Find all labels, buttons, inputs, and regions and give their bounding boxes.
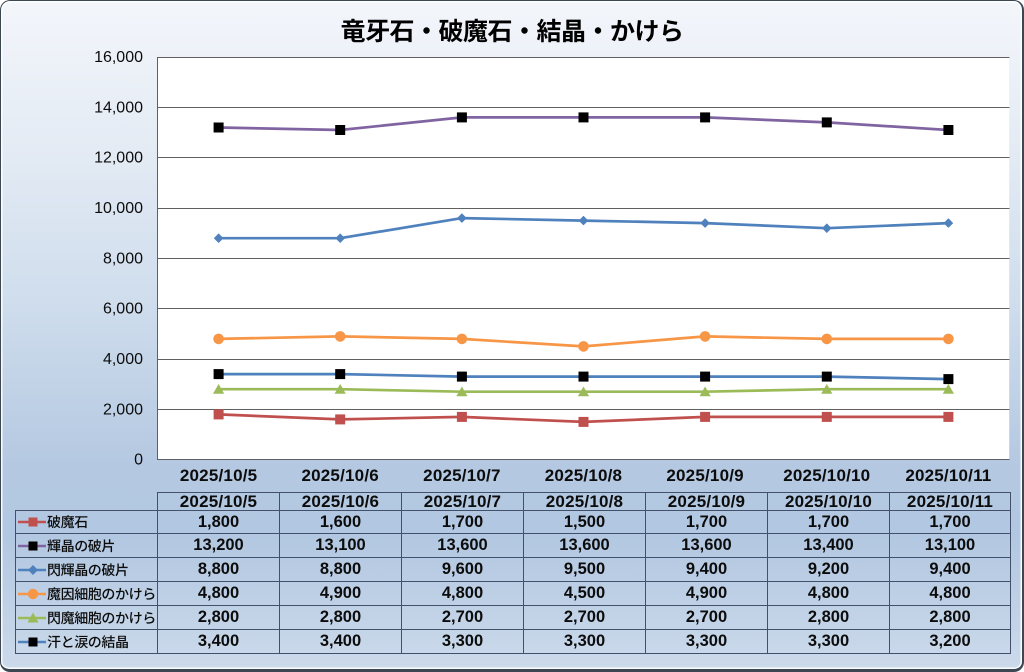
svg-text:2025/10/7: 2025/10/7 xyxy=(423,466,500,485)
svg-text:2025/10/11: 2025/10/11 xyxy=(905,466,991,485)
svg-text:2025/10/5: 2025/10/5 xyxy=(180,466,257,485)
svg-text:0: 0 xyxy=(134,452,143,469)
svg-text:6,000: 6,000 xyxy=(103,301,143,318)
svg-text:16,000: 16,000 xyxy=(94,49,143,66)
svg-text:2025/10/10: 2025/10/10 xyxy=(783,466,870,485)
svg-text:12,000: 12,000 xyxy=(94,150,143,167)
svg-text:8,000: 8,000 xyxy=(103,250,143,267)
svg-text:14,000: 14,000 xyxy=(94,99,143,116)
svg-text:2,000: 2,000 xyxy=(103,401,143,418)
svg-text:2025/10/9: 2025/10/9 xyxy=(666,466,743,485)
svg-text:2025/10/8: 2025/10/8 xyxy=(545,466,622,485)
svg-text:10,000: 10,000 xyxy=(94,200,143,217)
svg-text:4,000: 4,000 xyxy=(103,351,143,368)
svg-text:2025/10/6: 2025/10/6 xyxy=(301,466,378,485)
